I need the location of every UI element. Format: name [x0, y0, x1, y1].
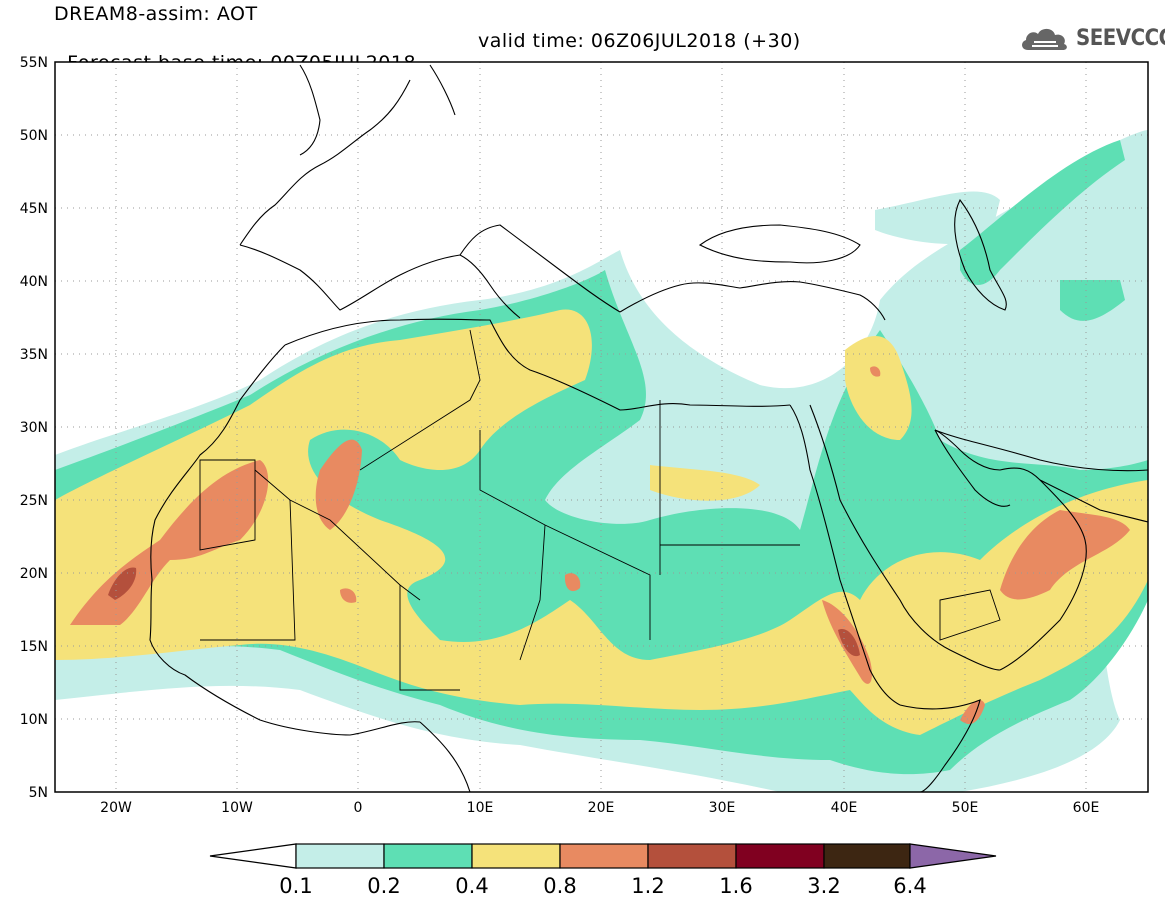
aot-contours [55, 130, 1148, 792]
borders [199, 329, 1001, 691]
lon-tick-label: 20E [588, 800, 615, 816]
colorbar-swatch [647, 843, 737, 869]
lat-tick-label: 5N [29, 785, 48, 801]
lon-tick-label: 40E [831, 800, 858, 816]
map-title: DREAM8-assim: AOT [54, 3, 258, 25]
colorbar-level-label: 0.2 [367, 874, 400, 898]
lon-tick-label: 10E [467, 800, 494, 816]
lat-tick-label: 25N [20, 493, 48, 509]
colorbar-swatch [735, 843, 825, 869]
lat-tick-label: 10N [20, 712, 48, 728]
graticule [55, 62, 1148, 792]
colorbar-low-triangle [209, 843, 297, 869]
seevccc-logo: SEEVCCC [1018, 22, 1165, 56]
lon-tick-label: 20W [100, 800, 132, 816]
colorbar-level-label: 3.2 [807, 874, 840, 898]
colorbar-swatch [295, 843, 385, 869]
colorbar-level-label: 1.6 [719, 874, 752, 898]
colorbar-swatch [559, 843, 649, 869]
lon-axis: 20W 10W 0 10E 20E 30E 40E 50E 60E [100, 800, 1099, 816]
colorbar-level-label: 1.2 [631, 874, 664, 898]
valid-time: valid time: 06Z06JUL2018 (+30) [478, 30, 801, 52]
lon-tick-label: 30E [709, 800, 736, 816]
colorbar-level-label: 0.4 [455, 874, 488, 898]
lat-axis: 5N 10N 15N 20N 25N 30N 35N 40N 45N 50N 5… [20, 55, 48, 801]
lat-tick-label: 40N [20, 274, 48, 290]
coastlines [149, 64, 1148, 792]
colorbar-level-label: 0.1 [279, 874, 312, 898]
aot-band-0.4 [55, 309, 1148, 735]
lat-tick-label: 50N [20, 128, 48, 144]
colorbar [209, 843, 997, 869]
lon-tick-label: 0 [354, 800, 363, 816]
colorbar-level-label: 0.8 [543, 874, 576, 898]
colorbar-swatch [383, 843, 473, 869]
lon-tick-label: 60E [1073, 800, 1100, 816]
colorbar-labels: 0.1 0.2 0.4 0.8 1.2 1.6 3.2 6.4 [279, 874, 926, 898]
aot-band-1.2 [108, 567, 860, 657]
cloud-icon [1022, 28, 1067, 50]
colorbar-level-label: 6.4 [893, 874, 926, 898]
colorbar-swatch [471, 843, 561, 869]
lat-tick-label: 30N [20, 420, 48, 436]
lat-tick-label: 20N [20, 566, 48, 582]
colorbar-swatch [823, 843, 911, 869]
lat-tick-label: 35N [20, 347, 48, 363]
lon-tick-label: 50E [952, 800, 979, 816]
lat-tick-label: 15N [20, 639, 48, 655]
colorbar-high-triangle [909, 843, 997, 869]
map-frame [54, 61, 1149, 793]
lon-tick-label: 10W [221, 800, 253, 816]
lat-tick-label: 45N [20, 201, 48, 217]
lat-tick-label: 55N [20, 55, 48, 71]
